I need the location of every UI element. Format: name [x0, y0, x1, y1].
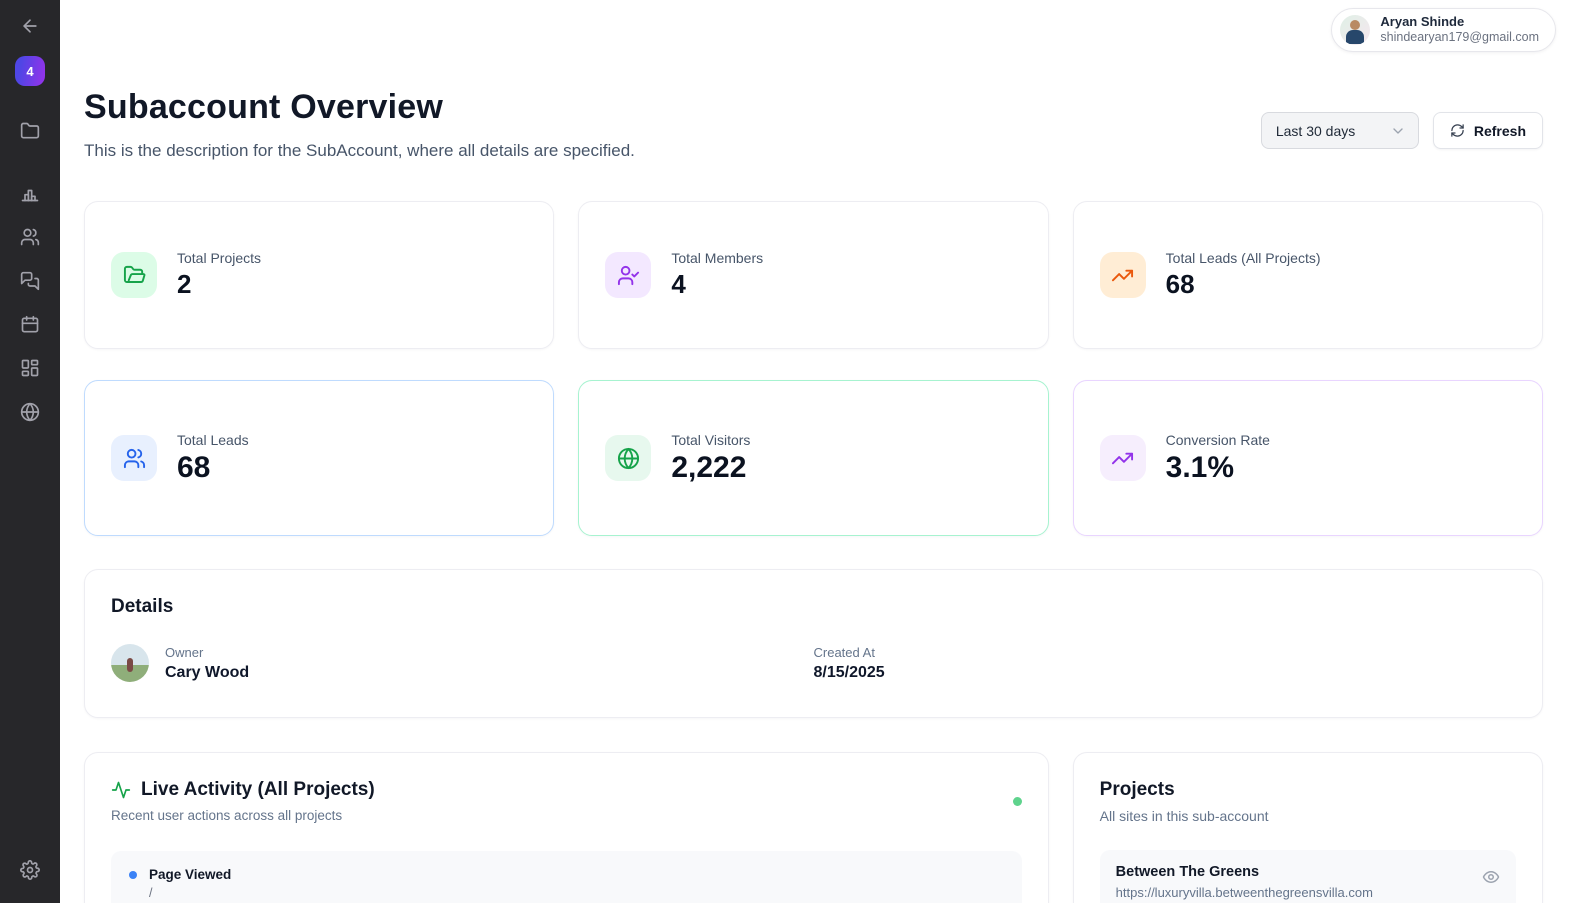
activity-path: /	[149, 886, 153, 900]
settings-gear-icon[interactable]	[20, 860, 40, 880]
stat-card-total-members: Total Members 4	[578, 201, 1049, 349]
stat-value: 2,222	[671, 450, 747, 484]
projects-title: Projects	[1099, 779, 1175, 800]
stat-label: Total Visitors	[671, 431, 751, 448]
stat-card-total-visitors: Total Visitors 2,222	[578, 380, 1049, 536]
bar-chart-icon[interactable]	[20, 183, 40, 203]
live-activity-card: Live Activity (All Projects) Recent user…	[84, 752, 1049, 903]
layout-panels-icon[interactable]	[20, 358, 40, 378]
details-card: Details Owner Cary Wood Created At 8/15/…	[84, 569, 1543, 718]
stat-card-total-projects: Total Projects 2	[84, 201, 555, 349]
projects-card: Projects All sites in this sub-account B…	[1072, 752, 1543, 903]
folder-icon[interactable]	[20, 121, 40, 141]
created-at-label: Created At	[813, 644, 875, 660]
stat-card-total-leads: Total Leads 68	[84, 380, 555, 536]
project-list-item[interactable]: Between The Greens https://luxuryvilla.b…	[1099, 850, 1516, 903]
project-name: Between The Greens	[1115, 864, 1260, 880]
details-heading: Details	[111, 596, 174, 617]
calendar-icon[interactable]	[20, 315, 40, 335]
stat-label: Total Projects	[177, 250, 262, 266]
folder-open-icon	[111, 252, 157, 298]
activity-pulse-icon	[111, 780, 131, 800]
owner-avatar	[111, 644, 149, 682]
projects-subtitle: All sites in this sub-account	[1099, 808, 1269, 824]
chevron-down-icon	[1390, 123, 1406, 139]
messages-icon[interactable]	[20, 271, 40, 291]
refresh-button[interactable]: Refresh	[1432, 112, 1543, 149]
stat-value: 4	[671, 269, 686, 299]
page-title: Subaccount Overview	[84, 88, 444, 126]
globe-icon[interactable]	[20, 402, 40, 422]
owner-name: Cary Wood	[165, 663, 250, 681]
activity-action: Page Viewed	[149, 867, 232, 882]
account-badge[interactable]: 4	[15, 56, 45, 86]
created-at-value: 8/15/2025	[813, 663, 885, 681]
bottom-section: Live Activity (All Projects) Recent user…	[84, 752, 1543, 903]
stat-card-total-leads-all-projects: Total Leads (All Projects) 68	[1072, 201, 1543, 349]
stat-label: Conversion Rate	[1165, 431, 1270, 448]
user-avatar	[1340, 15, 1371, 45]
project-url: https://luxuryvilla.betweenthegreensvill…	[1115, 885, 1373, 900]
stat-value: 3.1%	[1165, 450, 1235, 484]
stat-label: Total Leads (All Projects)	[1165, 250, 1321, 266]
stat-label: Total Members	[671, 250, 764, 266]
back-arrow-icon[interactable]	[20, 16, 40, 36]
stat-value: 68	[1165, 269, 1195, 299]
date-range-value: Last 30 days	[1275, 122, 1356, 139]
user-email: shindearyan179@gmail.com	[1380, 30, 1539, 45]
stat-label: Total Leads	[177, 431, 249, 448]
refresh-icon	[1450, 123, 1465, 138]
view-project-button[interactable]	[1482, 868, 1500, 886]
stat-card-conversion-rate: Conversion Rate 3.1%	[1072, 380, 1543, 536]
globe-icon	[605, 435, 652, 481]
user-name: Aryan Shinde	[1380, 14, 1465, 30]
date-range-select[interactable]: Last 30 days	[1260, 112, 1419, 149]
page-description: This is the description for the SubAccou…	[84, 141, 635, 160]
user-check-icon	[605, 252, 652, 298]
stats-grid: Total Projects 2 Total Members 4 Total L…	[84, 201, 1543, 536]
refresh-label: Refresh	[1473, 122, 1526, 139]
stat-value: 68	[177, 450, 211, 484]
stat-value: 2	[177, 269, 192, 299]
main-content: Aryan Shinde shindearyan179@gmail.com Su…	[60, 0, 1573, 903]
owner-label: Owner	[165, 644, 204, 660]
live-status-dot	[1012, 797, 1022, 806]
live-activity-title: Live Activity (All Projects)	[141, 779, 375, 800]
activity-list-item: Page Viewed /	[111, 851, 1022, 903]
user-profile-card[interactable]: Aryan Shinde shindearyan179@gmail.com	[1331, 8, 1556, 52]
users-icon[interactable]	[20, 227, 40, 247]
eye-icon	[1482, 868, 1500, 886]
live-activity-subtitle: Recent user actions across all projects	[111, 808, 343, 823]
trending-up-icon	[1099, 435, 1146, 481]
sidebar: 4	[0, 0, 60, 903]
users-icon	[111, 435, 157, 481]
trending-up-icon	[1099, 252, 1146, 298]
activity-dot	[129, 870, 137, 879]
